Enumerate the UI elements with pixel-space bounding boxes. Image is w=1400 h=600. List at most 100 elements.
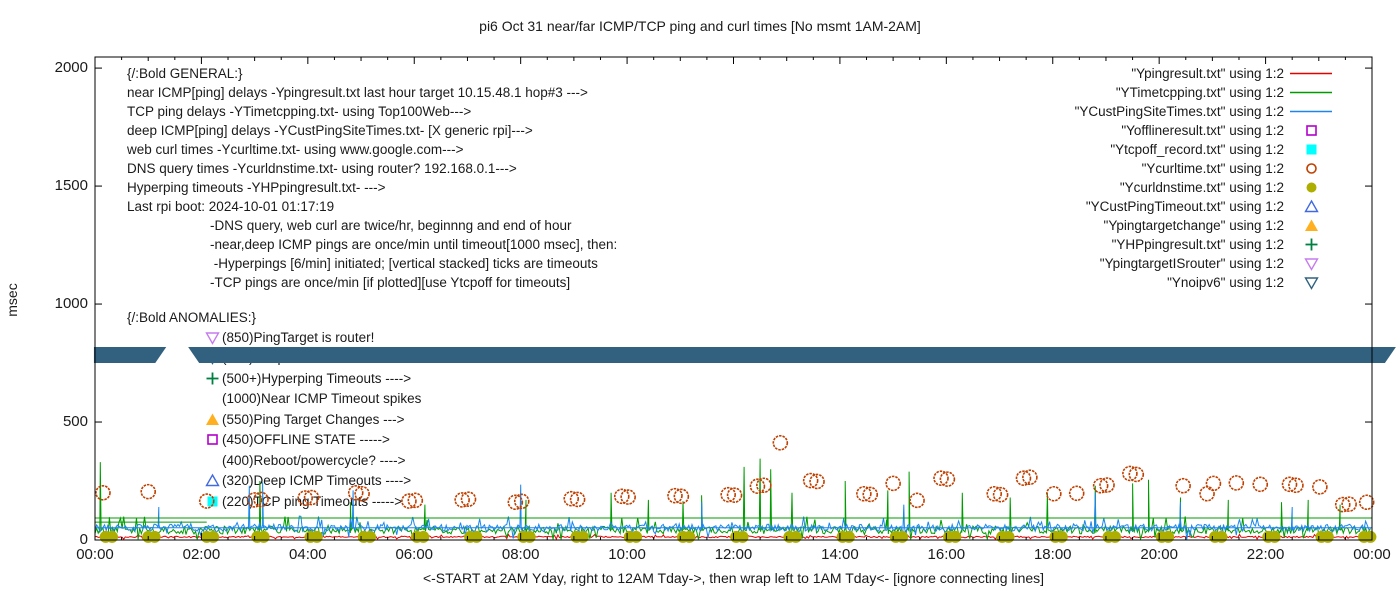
- x-axis-caption: <-START at 2AM Yday, right to 12AM Tday-…: [422, 570, 1045, 586]
- square-open-icon: [1305, 125, 1317, 136]
- legend-sample: [1288, 199, 1334, 214]
- chart-canvas: [93, 56, 1396, 543]
- general-block: {/:Bold GENERAL:} near ICMP[ping] delays …: [127, 64, 617, 292]
- general-line: -TCP pings are once/min [if plotted][use…: [210, 275, 571, 290]
- legend-item: "Yofflineresult.txt" using 1:2: [1075, 121, 1334, 140]
- general-line: Hyperping timeouts -YHPpingresult.txt- -…: [127, 180, 386, 195]
- legend-label: "Ynoipv6" using 1:2: [1167, 275, 1284, 290]
- anomaly-item: (400)Reboot/powercycle? ---->: [205, 450, 421, 471]
- x-tick-label: 06:00: [395, 546, 434, 563]
- x-tick-label: 08:00: [501, 546, 540, 563]
- anomaly-label: (500+)Hyperping Timeouts ---->: [222, 370, 412, 386]
- legend-item: "YHPpingresult.txt" using 1:2: [1075, 235, 1334, 254]
- anomaly-label: (450)OFFLINE STATE ----->: [222, 432, 390, 448]
- legend-label: "YCustPingSiteTimes.txt" using 1:2: [1074, 104, 1284, 119]
- triangle-down-open-icon: [1303, 277, 1319, 290]
- series-Ycurltime.txt: [95, 434, 1375, 513]
- series-Ynoipv6: [93, 346, 1396, 364]
- general-line: deep ICMP[ping] delays -YCustPingSiteTim…: [127, 123, 533, 138]
- y-tick-label: 2000: [54, 59, 88, 77]
- legend-sample: [1288, 142, 1334, 157]
- legend-sample: [1288, 180, 1334, 195]
- anomaly-item: (500+)Hyperping Timeouts ---->: [205, 368, 421, 389]
- legend-label: "Ypingresult.txt" using 1:2: [1131, 66, 1284, 81]
- line-icon: [1290, 91, 1332, 94]
- general-line: TCP ping delays -YTimetcpping.txt- using…: [127, 104, 472, 119]
- legend-label: "Ycurltime.txt" using 1:2: [1141, 161, 1284, 176]
- triangle-up-filled-icon: [206, 413, 219, 425]
- triangle-up-open-icon: [205, 473, 220, 487]
- anomaly-item: (450)OFFLINE STATE ----->: [205, 430, 421, 451]
- x-tick-label: 20:00: [1140, 546, 1178, 563]
- anomaly-item: (1000)Near ICMP Timeout spikes: [205, 389, 421, 410]
- legend-item: "YCustPingTimeout.txt" using 1:2: [1075, 197, 1334, 216]
- legend-label: "Yofflineresult.txt" using 1:2: [1121, 123, 1284, 138]
- legend-sample: [1288, 237, 1334, 252]
- legend-label: "YCustPingTimeout.txt" using 1:2: [1085, 199, 1284, 214]
- x-tick-label: 00:00: [1353, 546, 1391, 563]
- x-tick-label: 16:00: [927, 546, 966, 563]
- x-tick-label: 00:00: [76, 546, 114, 563]
- plot-area: {/:Bold GENERAL:} near ICMP[ping] delays …: [93, 56, 1396, 543]
- triangle-up-filled-icon: [1304, 219, 1318, 231]
- anomaly-item: (850)PingTarget is router!: [205, 327, 421, 348]
- anomaly-label: (400)Reboot/powercycle? ---->: [222, 452, 406, 468]
- anomaly-label: (320)Deep ICMP Timeouts ---->: [222, 473, 412, 489]
- circle-filled-icon: [1306, 182, 1316, 193]
- legend-item: "Ynoipv6" using 1:2: [1075, 273, 1334, 292]
- legend-item: "Ypingresult.txt" using 1:2: [1075, 64, 1334, 83]
- legend-item: "YpingtargetISrouter" using 1:2: [1075, 254, 1334, 273]
- square-filled-icon: [1306, 144, 1316, 155]
- series-YCustPingSiteTimes.txt: [94, 482, 1371, 540]
- triangle-up-open-icon: [1303, 199, 1319, 213]
- x-tick-label: 04:00: [289, 546, 327, 563]
- x-tick-label: 02:00: [182, 546, 221, 563]
- legend-item: "YTimetcpping.txt" using 1:2: [1075, 83, 1334, 102]
- general-line: -Hyperpings [6/min] initiated; [vertical…: [210, 256, 598, 271]
- y-tick-label: 500: [62, 413, 88, 431]
- general-line: -DNS query, web curl are twice/hr, begin…: [210, 218, 572, 233]
- legend-label: "YHPpingresult.txt" using 1:2: [1111, 237, 1284, 252]
- legend-sample: [1288, 104, 1334, 119]
- anomaly-label: (550)Ping Target Changes --->: [222, 411, 405, 427]
- y-tick-label: 1000: [54, 295, 88, 313]
- line-icon: [1290, 72, 1332, 75]
- anomaly-item: (550)Ping Target Changes --->: [205, 409, 421, 430]
- legend-label: "YTimetcpping.txt" using 1:2: [1115, 85, 1284, 100]
- general-line: -near,deep ICMP pings are once/min until…: [210, 237, 618, 252]
- legend-item: "YCustPingSiteTimes.txt" using 1:2: [1075, 102, 1334, 121]
- legend-label: "YpingtargetISrouter" using 1:2: [1099, 256, 1284, 271]
- x-tick-label: 22:00: [1246, 546, 1285, 563]
- legend-label: "Ytcpoff_record.txt" using 1:2: [1110, 142, 1284, 157]
- y-tick-label: 0: [79, 531, 88, 548]
- legend-sample: [1288, 161, 1334, 176]
- legend-sample: [1288, 218, 1334, 233]
- triangle-down-open-icon: [205, 332, 220, 345]
- legend: "Ypingresult.txt" using 1:2 "YTimetcpping…: [1075, 64, 1334, 292]
- square-open-icon: [207, 434, 218, 446]
- legend-sample: [1288, 66, 1334, 81]
- legend-item: "Ypingtargetchange" using 1:2: [1075, 216, 1334, 235]
- legend-item: "Ytcpoff_record.txt" using 1:2: [1075, 140, 1334, 159]
- anomaly-label: (1000)Near ICMP Timeout spikes: [222, 391, 422, 407]
- circle-open-icon: [1305, 163, 1317, 174]
- anomaly-item: (320)Deep ICMP Timeouts ---->: [205, 471, 421, 492]
- square-filled-icon: [207, 496, 218, 507]
- anomaly-label: (850)PingTarget is router!: [222, 329, 375, 345]
- legend-sample: [1288, 85, 1334, 100]
- general-line: {/:Bold GENERAL:}: [127, 66, 243, 81]
- legend-sample: [1288, 123, 1334, 138]
- legend-sample: [1288, 256, 1334, 271]
- series-connector-lines: [95, 517, 1372, 529]
- plus-icon: [206, 372, 219, 385]
- general-line: DNS query times -Ycurldnstime.txt- using…: [127, 161, 517, 176]
- general-line: Last rpi boot: 2024-10-01 01:17:19: [127, 199, 335, 214]
- x-tick-label: 12:00: [714, 546, 753, 563]
- anomalies-header: {/:Bold ANOMALIES:}: [127, 310, 257, 325]
- line-icon: [1290, 110, 1332, 113]
- x-tick-label: 10:00: [608, 546, 646, 563]
- legend-sample: [1288, 275, 1334, 290]
- general-line: web curl times -Ycurltime.txt- using www…: [127, 142, 464, 157]
- legend-item: "Ycurldnstime.txt" using 1:2: [1075, 178, 1334, 197]
